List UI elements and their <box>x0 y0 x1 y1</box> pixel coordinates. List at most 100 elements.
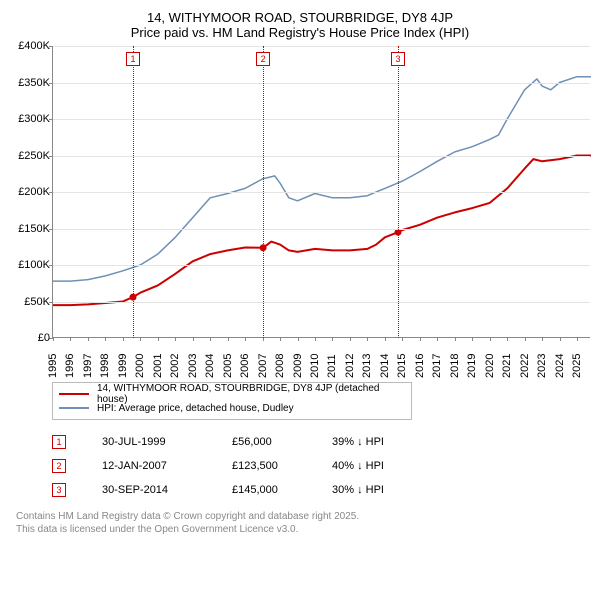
sale-table-price: £123,500 <box>232 460 332 472</box>
y-axis-label: £200K <box>6 186 50 198</box>
tick-x <box>385 337 386 341</box>
x-axis-label: 2016 <box>414 342 426 378</box>
x-axis-label: 1996 <box>64 342 76 378</box>
y-axis-label: £50K <box>6 296 50 308</box>
tick-x <box>228 337 229 341</box>
sale-marker-line <box>263 46 264 338</box>
title-address: 14, WITHYMOOR ROAD, STOURBRIDGE, DY8 4JP <box>8 10 592 25</box>
tick-x <box>193 337 194 341</box>
x-axis-label: 1995 <box>47 342 59 378</box>
x-axis-label: 2009 <box>292 342 304 378</box>
sale-table-row: 1 30-JUL-1999£56,00039% ↓ HPI <box>52 430 592 454</box>
legend-label: HPI: Average price, detached house, Dudl… <box>97 403 294 414</box>
tick-x <box>105 337 106 341</box>
x-axis-label: 2018 <box>449 342 461 378</box>
sale-table-date: 30-JUL-1999 <box>102 436 232 448</box>
sale-table-price: £56,000 <box>232 436 332 448</box>
chart-area: 123 £0£50K£100K£150K£200K£250K£300K£350K… <box>8 46 590 376</box>
plot-region: 1 2 3 <box>52 46 590 338</box>
x-axis-label: 2024 <box>554 342 566 378</box>
x-axis-label: 1999 <box>117 342 129 378</box>
x-axis-label: 2003 <box>187 342 199 378</box>
tick-x <box>298 337 299 341</box>
tick-x <box>472 337 473 341</box>
sale-table-date: 30-SEP-2014 <box>102 484 232 496</box>
legend-swatch <box>59 393 89 395</box>
tick-x <box>332 337 333 341</box>
x-axis-label: 2005 <box>222 342 234 378</box>
x-axis-label: 2025 <box>571 342 583 378</box>
sale-table-pct: 39% ↓ HPI <box>332 436 432 448</box>
sale-table-row: 3 30-SEP-2014£145,00030% ↓ HPI <box>52 478 592 502</box>
tick-x <box>577 337 578 341</box>
tick-x <box>350 337 351 341</box>
tick-x <box>490 337 491 341</box>
sale-marker-box: 2 <box>256 52 270 66</box>
tick-x <box>140 337 141 341</box>
y-axis-label: £150K <box>6 223 50 235</box>
tick-x <box>315 337 316 341</box>
x-axis-label: 2013 <box>361 342 373 378</box>
sale-marker-line <box>398 46 399 338</box>
title-subtitle: Price paid vs. HM Land Registry's House … <box>8 25 592 40</box>
tick-x <box>88 337 89 341</box>
x-axis-label: 2011 <box>326 342 338 378</box>
sale-marker-box: 1 <box>126 52 140 66</box>
y-axis-label: £100K <box>6 259 50 271</box>
tick-x <box>123 337 124 341</box>
x-axis-label: 2008 <box>274 342 286 378</box>
y-axis-label: £350K <box>6 77 50 89</box>
x-axis-label: 1997 <box>82 342 94 378</box>
title-block: 14, WITHYMOOR ROAD, STOURBRIDGE, DY8 4JP… <box>8 10 592 40</box>
x-axis-label: 2001 <box>152 342 164 378</box>
x-axis-label: 2015 <box>396 342 408 378</box>
chart-container: 14, WITHYMOOR ROAD, STOURBRIDGE, DY8 4JP… <box>0 0 600 542</box>
sale-marker-box: 3 <box>391 52 405 66</box>
tick-x <box>437 337 438 341</box>
tick-x <box>367 337 368 341</box>
sale-table-pct: 40% ↓ HPI <box>332 460 432 472</box>
x-axis-label: 1998 <box>99 342 111 378</box>
attribution-footer: Contains HM Land Registry data © Crown c… <box>16 510 592 536</box>
tick-x <box>455 337 456 341</box>
y-axis-label: £400K <box>6 40 50 52</box>
sale-table-marker: 2 <box>52 459 66 473</box>
tick-x <box>560 337 561 341</box>
tick-x <box>420 337 421 341</box>
x-axis-label: 2012 <box>344 342 356 378</box>
tick-x <box>525 337 526 341</box>
x-axis-label: 2000 <box>134 342 146 378</box>
y-axis-label: £250K <box>6 150 50 162</box>
x-axis-label: 2014 <box>379 342 391 378</box>
tick-x <box>210 337 211 341</box>
legend-box: 14, WITHYMOOR ROAD, STOURBRIDGE, DY8 4JP… <box>52 382 412 420</box>
x-axis-label: 2017 <box>431 342 443 378</box>
tick-x <box>158 337 159 341</box>
footer-line-2: This data is licensed under the Open Gov… <box>16 523 592 536</box>
tick-x <box>402 337 403 341</box>
tick-x <box>53 337 54 341</box>
sale-table-pct: 30% ↓ HPI <box>332 484 432 496</box>
sale-table-marker: 3 <box>52 483 66 497</box>
tick-x <box>542 337 543 341</box>
sale-table-marker: 1 <box>52 435 66 449</box>
sales-table: 1 30-JUL-1999£56,00039% ↓ HPI 2 12-JAN-2007… <box>52 430 592 502</box>
tick-x <box>280 337 281 341</box>
x-axis-label: 2002 <box>169 342 181 378</box>
tick-x <box>70 337 71 341</box>
x-axis-label: 2020 <box>484 342 496 378</box>
sale-marker-line <box>133 46 134 338</box>
sale-table-row: 2 12-JAN-2007£123,50040% ↓ HPI <box>52 454 592 478</box>
x-axis-label: 2007 <box>257 342 269 378</box>
sale-table-price: £145,000 <box>232 484 332 496</box>
tick-x <box>245 337 246 341</box>
x-axis-label: 2019 <box>466 342 478 378</box>
x-axis-label: 2022 <box>519 342 531 378</box>
tick-x <box>175 337 176 341</box>
legend-swatch <box>59 407 89 409</box>
x-axis-label: 2010 <box>309 342 321 378</box>
x-axis-label: 2021 <box>501 342 513 378</box>
sale-table-date: 12-JAN-2007 <box>102 460 232 472</box>
x-axis-label: 2006 <box>239 342 251 378</box>
y-axis-label: £300K <box>6 113 50 125</box>
